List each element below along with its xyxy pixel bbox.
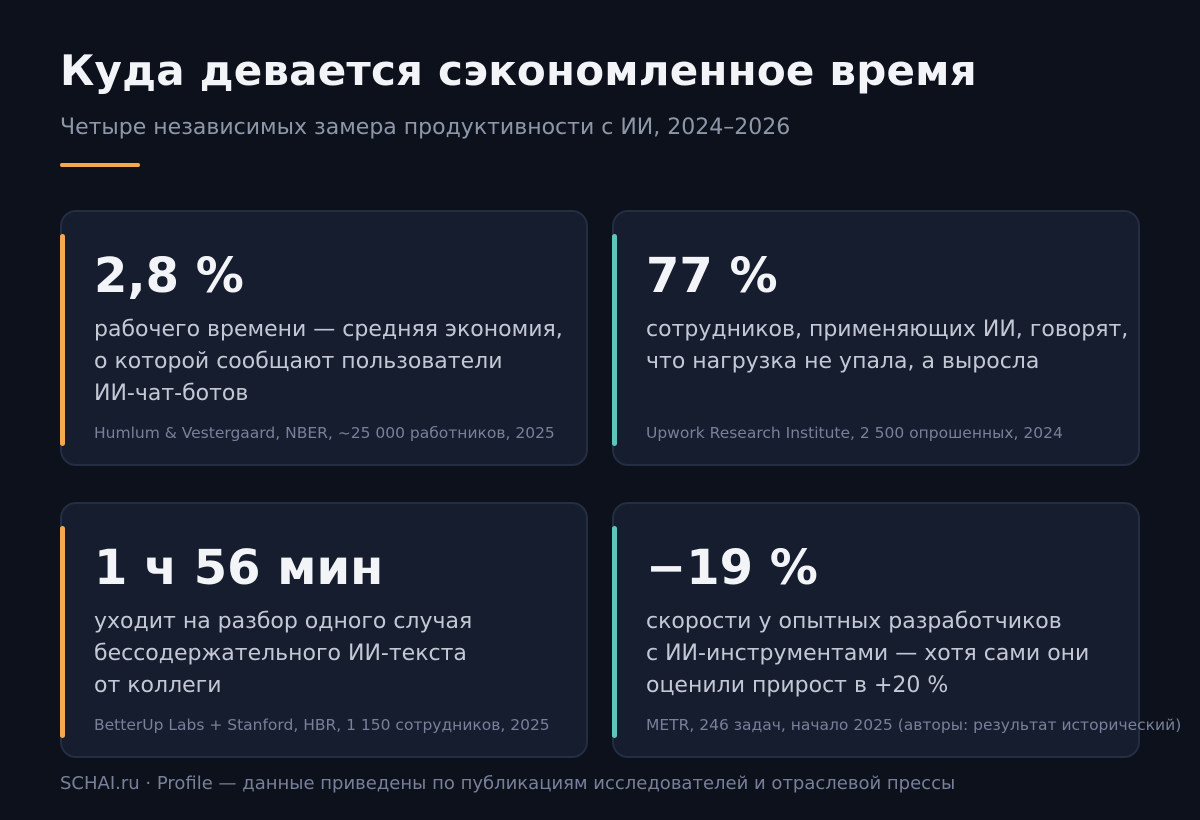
stat-value: 1 ч 56 мин: [94, 540, 384, 596]
stat-source: BetterUp Labs + Stanford, HBR, 1 150 сот…: [94, 716, 550, 734]
stat-source: METR, 246 задач, начало 2025 (авторы: ре…: [646, 716, 1182, 734]
card-accent-bar: [60, 234, 65, 446]
stat-description-line: рабочего времени — средняя экономия,: [94, 317, 563, 342]
stat-card-developer-speed: −19 % скорости у опытных разработчиков с…: [612, 502, 1181, 758]
stat-description-line: что нагрузка не упала, а выросла: [646, 349, 1040, 374]
stat-value: 77 %: [646, 248, 778, 304]
stat-description-line: сотрудников, применяющих ИИ, говорят,: [646, 317, 1129, 342]
card-accent-bar: [60, 526, 65, 738]
stat-value: 2,8 %: [94, 248, 244, 304]
card-accent-bar: [612, 234, 617, 446]
stat-source: Upwork Research Institute, 2 500 опрошен…: [646, 424, 1063, 442]
stat-source: Humlum & Vestergaard, NBER, ~25 000 рабо…: [94, 424, 555, 442]
stat-description-line: бессодержательного ИИ-текста: [94, 641, 467, 666]
stat-description-line: от коллеги: [94, 673, 222, 698]
title-accent-rule: [60, 163, 140, 167]
stat-description-line: оценили прирост в +20 %: [646, 673, 949, 698]
stat-card-time-saved: 2,8 % рабочего времени — средняя экономи…: [60, 210, 588, 466]
stat-card-workslop: 1 ч 56 мин уходит на разбор одного случа…: [60, 502, 588, 758]
stat-description: сотрудников, применяющих ИИ, говорят, чт…: [646, 314, 1128, 378]
footer-credit: SCHAI.ru · Profile — данные приведены по…: [60, 773, 956, 794]
page-title: Куда девается сэкономленное время: [60, 46, 977, 95]
page-subtitle: Четыре независимых замера продуктивности…: [60, 115, 791, 140]
stat-description-line: скорости у опытных разработчиков: [646, 609, 1062, 634]
stat-card-workload: 77 % сотрудников, применяющих ИИ, говоря…: [612, 210, 1140, 466]
stat-description-line: о которой сообщают пользователи: [94, 349, 503, 374]
stat-description-line: ИИ-чат-ботов: [94, 381, 249, 406]
card-accent-bar: [612, 526, 617, 738]
stat-description: рабочего времени — средняя экономия, о к…: [94, 314, 563, 410]
stat-description: уходит на разбор одного случая бессодерж…: [94, 606, 472, 702]
stat-description-line: уходит на разбор одного случая: [94, 609, 473, 634]
stat-value: −19 %: [646, 540, 818, 596]
stat-description: скорости у опытных разработчиков с ИИ-ин…: [646, 606, 1089, 702]
stat-description-line: с ИИ-инструментами — хотя сами они: [646, 641, 1090, 666]
